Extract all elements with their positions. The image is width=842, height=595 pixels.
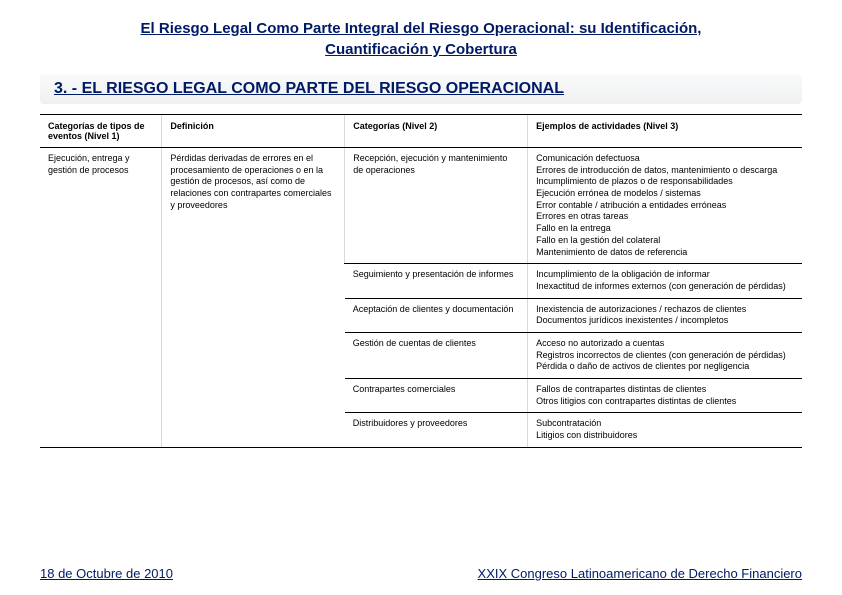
cell-cat2: Recepción, ejecución y mantenimiento de … xyxy=(345,148,528,264)
th-level3: Ejemplos de actividades (Nivel 3) xyxy=(528,115,802,148)
cell-cat2: Aceptación de clientes y documentación xyxy=(345,298,528,332)
table-row: Ejecución, entrega y gestión de procesos… xyxy=(40,148,802,264)
th-level1: Categorías de tipos de eventos (Nivel 1) xyxy=(40,115,162,148)
cell-examples: Comunicación defectuosa Errores de intro… xyxy=(528,148,802,264)
footer-date: 18 de Octubre de 2010 xyxy=(40,566,173,581)
cell-cat2: Distribuidores y proveedores xyxy=(345,413,528,447)
cell-examples: Incumplimiento de la obligación de infor… xyxy=(528,264,802,298)
footer-conference: XXIX Congreso Latinoamericano de Derecho… xyxy=(478,566,802,581)
cell-cat2: Seguimiento y presentación de informes xyxy=(345,264,528,298)
th-definition: Definición xyxy=(162,115,345,148)
cell-cat2: Gestión de cuentas de clientes xyxy=(345,332,528,378)
cell-definition: Pérdidas derivadas de errores en el proc… xyxy=(162,148,345,448)
cell-examples: Subcontratación Litigios con distribuido… xyxy=(528,413,802,447)
title-line-1: El Riesgo Legal Como Parte Integral del … xyxy=(141,20,702,37)
title-line-2: Cuantificación y Cobertura xyxy=(325,41,517,58)
risk-categories-table: Categorías de tipos de eventos (Nivel 1)… xyxy=(40,114,802,448)
slide-footer: 18 de Octubre de 2010 XXIX Congreso Lati… xyxy=(40,566,802,581)
cell-event-category: Ejecución, entrega y gestión de procesos xyxy=(40,148,162,448)
cell-examples: Acceso no autorizado a cuentas Registros… xyxy=(528,332,802,378)
presentation-title: El Riesgo Legal Como Parte Integral del … xyxy=(40,18,802,60)
cell-examples: Inexistencia de autorizaciones / rechazo… xyxy=(528,298,802,332)
th-level2: Categorías (Nivel 2) xyxy=(345,115,528,148)
cell-examples: Fallos de contrapartes distintas de clie… xyxy=(528,379,802,413)
table-header-row: Categorías de tipos de eventos (Nivel 1)… xyxy=(40,115,802,148)
section-heading: 3. - EL RIESGO LEGAL COMO PARTE DEL RIES… xyxy=(40,74,802,104)
cell-cat2: Contrapartes comerciales xyxy=(345,379,528,413)
